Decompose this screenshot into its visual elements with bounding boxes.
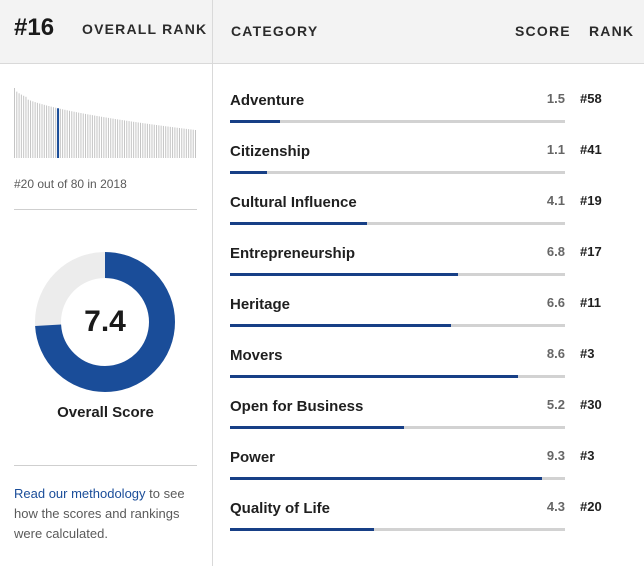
score-bar-track — [230, 528, 565, 531]
category-name: Movers — [230, 347, 283, 364]
column-divider — [212, 0, 213, 566]
category-rank: #20 — [580, 499, 602, 514]
score-bar-track — [230, 375, 565, 378]
category-rank: #11 — [580, 295, 601, 310]
category-rank: #17 — [580, 244, 602, 259]
category-row: Movers 8.6 #3 — [230, 342, 644, 393]
overall-score-donut — [35, 252, 175, 392]
category-rank: #30 — [580, 397, 602, 412]
score-bar-fill — [230, 222, 368, 225]
score-bar-track — [230, 171, 565, 174]
donut-fill — [35, 252, 175, 392]
score-bar-track — [230, 120, 565, 123]
category-row: Entrepreneurship 6.8 #17 — [230, 240, 644, 291]
category-rank: #41 — [580, 142, 602, 157]
category-row: Heritage 6.6 #11 — [230, 291, 644, 342]
header-bar: #16 OVERALL RANK CATEGORY SCORE RANK — [0, 0, 644, 64]
left-divider-top — [14, 209, 197, 210]
score-bar-track — [230, 426, 565, 429]
score-bar-fill — [230, 375, 519, 378]
category-row: Cultural Influence 4.1 #19 — [230, 189, 644, 240]
methodology-link[interactable]: Read our methodology — [14, 486, 146, 501]
overall-score-value: 7.4 — [84, 305, 126, 338]
overall-rank-label: OVERALL RANK — [82, 21, 208, 37]
category-name: Entrepreneurship — [230, 245, 356, 262]
category-name: Quality of Life — [230, 500, 331, 517]
category-score: 4.1 — [546, 193, 565, 208]
category-score: 5.2 — [546, 397, 565, 412]
category-name: Cultural Influence — [230, 194, 357, 211]
category-row: Open for Business 5.2 #30 — [230, 393, 644, 444]
category-row: Adventure 1.5 #58 — [230, 87, 644, 138]
category-name: Open for Business — [230, 398, 364, 415]
rank-column-header: RANK — [589, 23, 635, 39]
score-bar-fill — [230, 426, 405, 429]
overall-rank-number: #16 — [14, 14, 55, 41]
category-score: 9.3 — [546, 448, 565, 463]
methodology-text: to see how the scores and rankings were … — [14, 486, 185, 541]
category-rank: #3 — [580, 346, 595, 361]
score-bar-track — [230, 273, 565, 276]
category-name: Citizenship — [230, 143, 311, 160]
category-score: 8.6 — [546, 346, 565, 361]
category-row: Quality of Life 4.3 #20 — [230, 495, 644, 546]
score-bar-fill — [230, 477, 542, 480]
category-name: Heritage — [230, 296, 291, 313]
category-row: Citizenship 1.1 #41 — [230, 138, 644, 189]
score-bar-fill — [230, 528, 375, 531]
category-column-header: CATEGORY — [231, 23, 319, 39]
score-bar-track — [230, 222, 565, 225]
score-bar-fill — [230, 273, 458, 276]
category-name: Adventure — [230, 92, 305, 109]
rank-history-caption: #20 out of 80 in 2018 — [14, 177, 127, 191]
methodology-note: Read our methodology to see how the scor… — [14, 484, 204, 544]
category-rank: #19 — [580, 193, 602, 208]
category-rank: #58 — [580, 91, 602, 106]
score-bar-track — [230, 477, 565, 480]
category-row: Power 9.3 #3 — [230, 444, 644, 495]
score-bar-track — [230, 324, 565, 327]
score-bar-fill — [230, 324, 452, 327]
category-score: 6.8 — [546, 244, 565, 259]
left-divider-bottom — [14, 465, 197, 466]
overall-score-label: Overall Score — [57, 404, 154, 421]
rank-history-sparkline — [14, 88, 196, 158]
category-score: 1.1 — [546, 142, 565, 157]
category-rank: #3 — [580, 448, 595, 463]
category-score: 1.5 — [546, 91, 565, 106]
category-name: Power — [230, 449, 276, 466]
category-score: 4.3 — [546, 499, 565, 514]
score-column-header: SCORE — [515, 23, 571, 39]
category-score: 6.6 — [546, 295, 565, 310]
score-bar-fill — [230, 120, 281, 123]
score-bar-fill — [230, 171, 267, 174]
